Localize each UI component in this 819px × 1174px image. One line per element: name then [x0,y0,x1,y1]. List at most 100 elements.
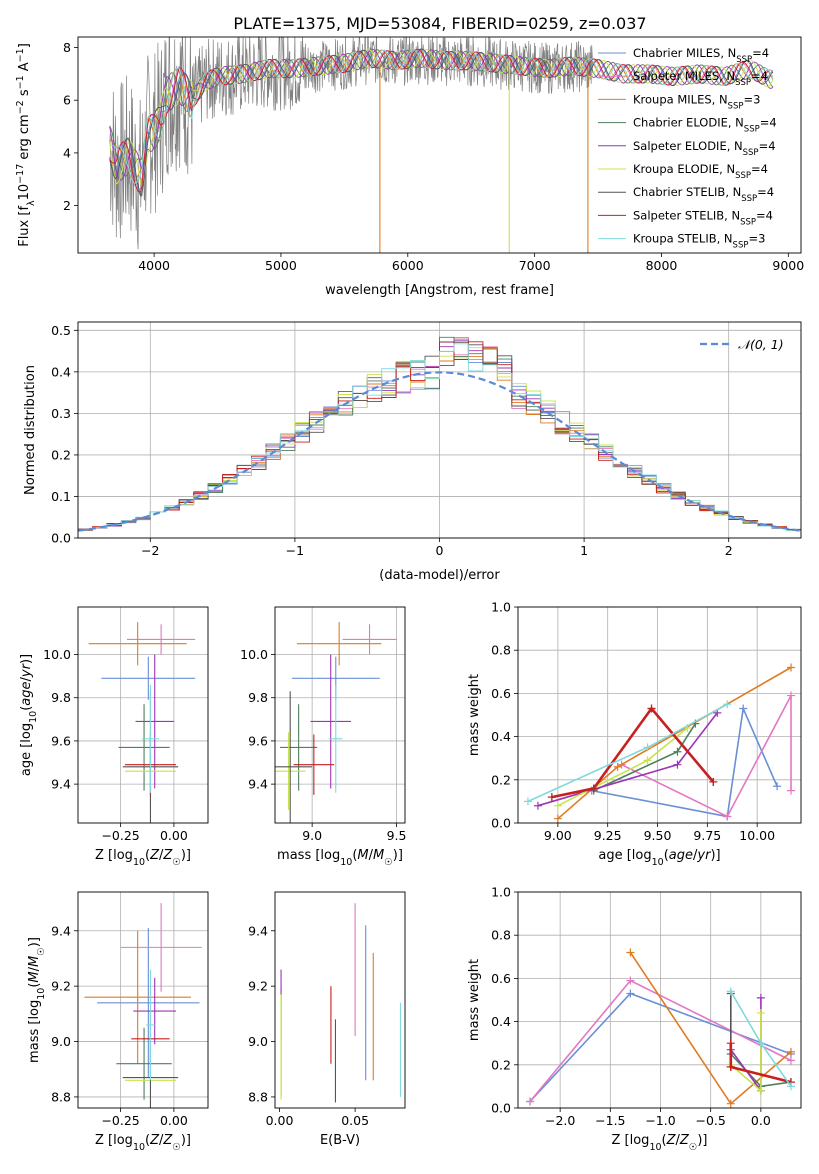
legend-label: Chabrier ELODIE, NSSP=4 [633,116,777,135]
mass_vs_Z-ylabel-group: mass [log10(M/M☉)] [27,937,47,1063]
mass_weight_vs_age-xlabel: age [log10(age/yr)] [598,848,720,868]
x-tick-label: −1.0 [645,1113,675,1128]
y-tick-label: 0.5 [51,323,71,338]
plus-marker [626,948,635,957]
mass_weight_vs_Z-lines [526,948,795,1108]
plus-marker [589,784,598,793]
mass-weight-line [591,705,778,818]
spectrum-ylabel: Flux [fλ10−17 erg cm−2 s−1 A−1] [15,43,37,247]
histogram-line [78,343,801,532]
y-tick-label: 9.6 [248,733,268,748]
plus-marker [553,814,562,823]
plus-marker [756,993,765,1002]
y-tick-label: 4 [63,145,71,160]
y-tick-label: 0.4 [51,364,71,379]
y-tick-label: 0.4 [491,1014,511,1029]
y-tick-label: 2 [63,198,71,213]
x-tick-label: −2.0 [545,1113,575,1128]
age_vs_mass-xlabel: mass [log10(M/M☉)] [277,848,403,868]
spectrum-axes: 4000 5000 6000 7000 8000 9000 2 4 6 8 [63,40,804,273]
plus-marker [553,801,562,810]
mass-weight-line [557,666,792,820]
x-tick-label: 9000 [772,258,804,273]
mass-weight-line [551,706,715,799]
residuals-xlabel: (data-model)/error [379,568,500,583]
legend-label: Chabrier MILES, NSSP=4 [633,46,769,65]
mass_vs_Z-frame [77,891,209,1109]
plus-marker [726,1039,735,1048]
x-tick-label: 9.00 [544,828,572,843]
y-tick-label: 6 [63,93,71,108]
legend-label: Salpeter MILES, NSSP=4 [633,69,768,88]
plus-marker [787,691,796,700]
plus-marker [756,1039,765,1048]
y-tick-label: 0.8 [491,928,511,943]
residuals-axes: −2 −1 0 1 2 0.0 0.1 0.2 0.3 0.4 0.5 [51,322,801,558]
legend-label: 𝒩(0, 1) [738,337,784,352]
x-tick-label: 8000 [646,258,678,273]
mass-weight-line [537,712,718,807]
mass_vs_EBV-xlabel: E(B-V) [320,1133,360,1148]
y-tick-label: 0.2 [491,772,511,787]
mass_vs_Z-xlabel: Z [log10(Z/Z☉)] [95,1133,191,1153]
y-tick-label: 0.3 [51,406,71,421]
age_vs_Z-ylabel: age [log10(age/yr)] [19,654,39,776]
age_vs_mass-frame [274,606,406,824]
figure-title: PLATE=1375, MJD=53084, FIBERID=0259, z=0… [233,14,646,33]
x-tick-label: −0.5 [696,1113,726,1128]
plus-marker [526,1097,535,1106]
mass_weight_vs_age-ylabel-group: mass weight [467,674,482,756]
x-tick-label: −1.5 [595,1113,625,1128]
plus-marker [787,663,796,672]
plus-marker [756,1086,765,1095]
plus-marker [533,801,542,810]
age_vs_mass-errorbars [275,622,397,823]
model-fit-line [109,49,774,184]
mass-weight-line [730,1013,762,1093]
y-tick-label: 8.8 [248,1089,268,1104]
plus-marker [773,782,782,791]
spectrum-plot [109,37,774,253]
y-tick-label: 10.0 [43,647,71,662]
plus-marker [626,989,635,998]
y-tick-label: 10.0 [240,647,268,662]
mass_weight_vs_age-lines [523,663,796,823]
x-tick-label: 1 [580,543,588,558]
age_vs_Z-frame [77,606,209,824]
y-tick-label: 0.6 [491,971,511,986]
plus-marker [726,987,735,996]
mass_weight_vs_Z-frame [517,891,802,1109]
x-tick-label: 10.00 [739,828,775,843]
y-tick-label: 9.0 [248,1034,268,1049]
x-tick-label: 5000 [265,258,297,273]
y-tick-label: 0.2 [51,447,71,462]
y-tick-label: 0.1 [51,489,71,504]
mass_weight_vs_age-frame [517,606,802,824]
x-tick-label: 9.50 [644,828,672,843]
mass_vs_Z-axes: −0.25 0.00 8.8 9.0 9.2 9.4 [51,892,208,1128]
legend-label: Chabrier STELIB, NSSP=4 [633,185,774,204]
plus-marker [643,743,652,752]
x-tick-label: 0.00 [160,828,188,843]
y-tick-label: 8.8 [51,1089,71,1104]
plus-marker [726,1062,735,1071]
x-tick-label: 9.0 [302,828,322,843]
y-tick-label: 1.0 [491,885,511,900]
spectrum-legend: Chabrier MILES, NSSP=4 Salpeter MILES, NS… [598,46,777,251]
x-tick-label: 4000 [138,258,170,273]
y-tick-label: 0.4 [491,729,511,744]
mass_weight_vs_age-ylabel: mass weight [467,674,482,756]
plus-marker [723,812,732,821]
y-tick-label: 9.6 [51,733,71,748]
y-tick-label: 9.4 [248,777,268,792]
x-tick-label: 9.75 [693,828,721,843]
age_vs_Z-xlabel: Z [log10(Z/Z☉)] [95,848,191,868]
x-tick-label: −2 [141,543,159,558]
plus-marker [786,1047,795,1056]
x-tick-label: 0.00 [266,1113,294,1128]
y-tick-label: 9.8 [248,690,268,705]
y-tick-label: 9.4 [51,777,71,792]
plus-marker [726,1099,735,1108]
plus-marker [547,793,556,802]
